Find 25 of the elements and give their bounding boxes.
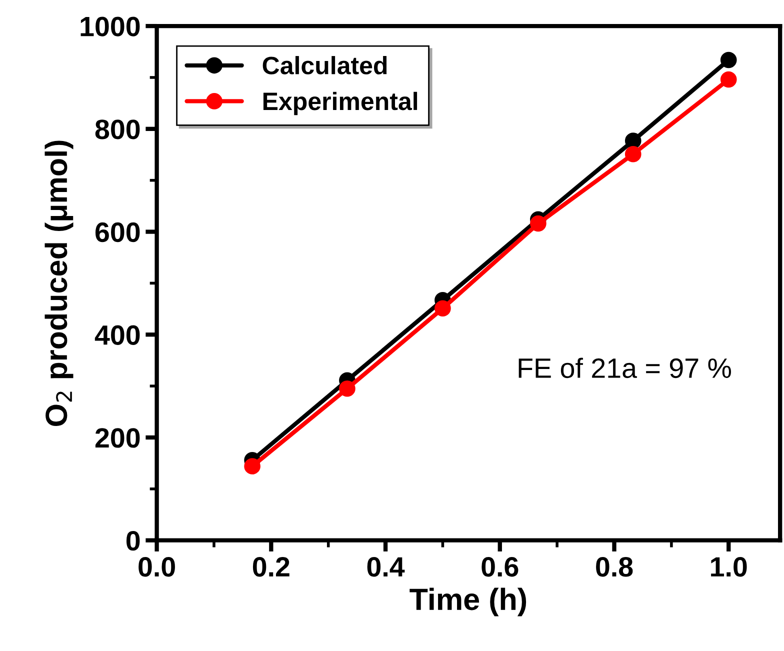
x-tick-label: 1.0 bbox=[711, 557, 747, 577]
y-tick-label: 600 bbox=[96, 222, 140, 242]
y-tick-label: 0 bbox=[126, 531, 140, 551]
point bbox=[624, 132, 642, 149]
point bbox=[339, 380, 356, 397]
point bbox=[720, 52, 737, 68]
y-tick-label: 200 bbox=[95, 428, 140, 448]
x-tick-label: 0.8 bbox=[596, 557, 633, 577]
y-tick-label: 800 bbox=[95, 120, 140, 140]
point bbox=[434, 300, 451, 317]
x-tick-label: 0.0 bbox=[138, 557, 175, 577]
point bbox=[624, 146, 642, 162]
legend-label: Experimental bbox=[263, 92, 418, 116]
x-tick-label: 0.4 bbox=[367, 557, 405, 577]
y-axis-title: O$_{2}$ produced (μmol) bbox=[44, 140, 74, 426]
point bbox=[720, 71, 737, 88]
x-tick-label: 0.2 bbox=[252, 557, 290, 577]
x-tick-label: 0.6 bbox=[482, 557, 518, 577]
legend-label: Calculated bbox=[262, 56, 387, 74]
y-tick-label: 400 bbox=[94, 325, 140, 345]
y-tick-label: 1000 bbox=[80, 16, 140, 36]
point bbox=[530, 215, 546, 232]
x-axis-title: Time (h) bbox=[410, 588, 526, 616]
point bbox=[244, 458, 260, 474]
annotation: FE of 21a = 97 % bbox=[518, 358, 731, 378]
